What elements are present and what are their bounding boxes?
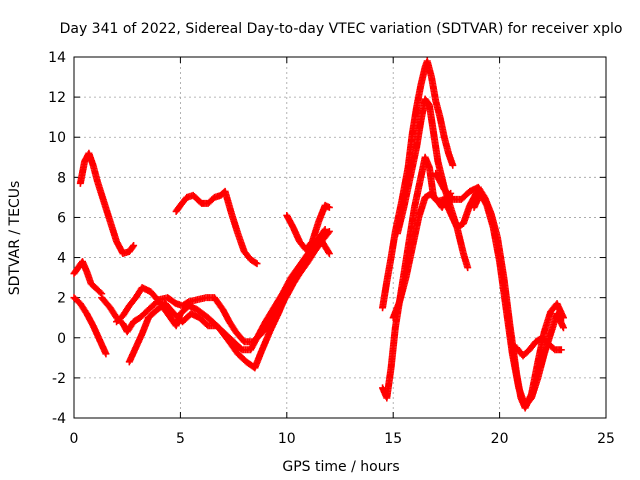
data-point-arc-f [321, 225, 329, 233]
x-tick-label: 0 [70, 431, 79, 447]
x-tick-label: 5 [176, 431, 185, 447]
series-arc-c [70, 294, 110, 358]
series-arc-g [172, 187, 261, 268]
series-arc-e [113, 236, 333, 372]
data-point-arc-h [325, 203, 333, 211]
data-point-arc-k [464, 264, 472, 272]
x-tick-label: 25 [597, 431, 615, 447]
x-tick-label: 10 [278, 431, 296, 447]
y-axis-label: SDTVAR / TECUs [7, 181, 23, 296]
data-point-arc-b [129, 243, 137, 251]
series-arc-h [283, 201, 333, 254]
y-tick-label: 0 [57, 331, 66, 347]
data-point-arc-j [449, 161, 457, 169]
y-tick-label: 12 [48, 90, 66, 106]
data-point-arc-o [557, 346, 565, 354]
data-point-arc-a [96, 288, 104, 296]
y-tick-label: 14 [48, 50, 66, 66]
y-tick-label: -2 [52, 371, 66, 387]
data-point-arc-e [325, 248, 333, 256]
data-point-arc-e [325, 250, 333, 258]
data-point-arc-g [253, 260, 261, 268]
plot-frame [73, 56, 607, 419]
x-tick-label: 20 [491, 431, 509, 447]
data-point-arc-c [102, 350, 110, 358]
data-point-arc-g [252, 259, 260, 267]
y-tick-label: -4 [52, 411, 66, 427]
grid [74, 57, 606, 418]
y-tick-label: 2 [57, 291, 66, 307]
y-tick-label: 8 [57, 170, 66, 186]
chart-title: Day 341 of 2022, Sidereal Day-to-day VTE… [60, 21, 623, 37]
series-arc-o [513, 334, 565, 360]
series-arc-f [125, 225, 329, 366]
data-point-arc-n [559, 324, 567, 332]
axis-ticks: 0 5 10 15 20 25 -4 -2 0 2 4 6 8 10 12 14 [48, 50, 615, 447]
y-tick-label: 4 [57, 251, 66, 267]
data-point-arc-b [130, 242, 138, 250]
data-point-arc-f [320, 227, 328, 235]
series-arc-k [393, 95, 472, 272]
series-arc-a [70, 258, 106, 298]
y-tick-label: 10 [48, 130, 66, 146]
x-axis-label: GPS time / hours [282, 459, 399, 475]
y-tick-label: 6 [57, 210, 66, 226]
series-arc-b [76, 149, 138, 258]
data-points [70, 57, 567, 412]
x-tick-label: 15 [384, 431, 402, 447]
series-arc-n [470, 189, 567, 410]
